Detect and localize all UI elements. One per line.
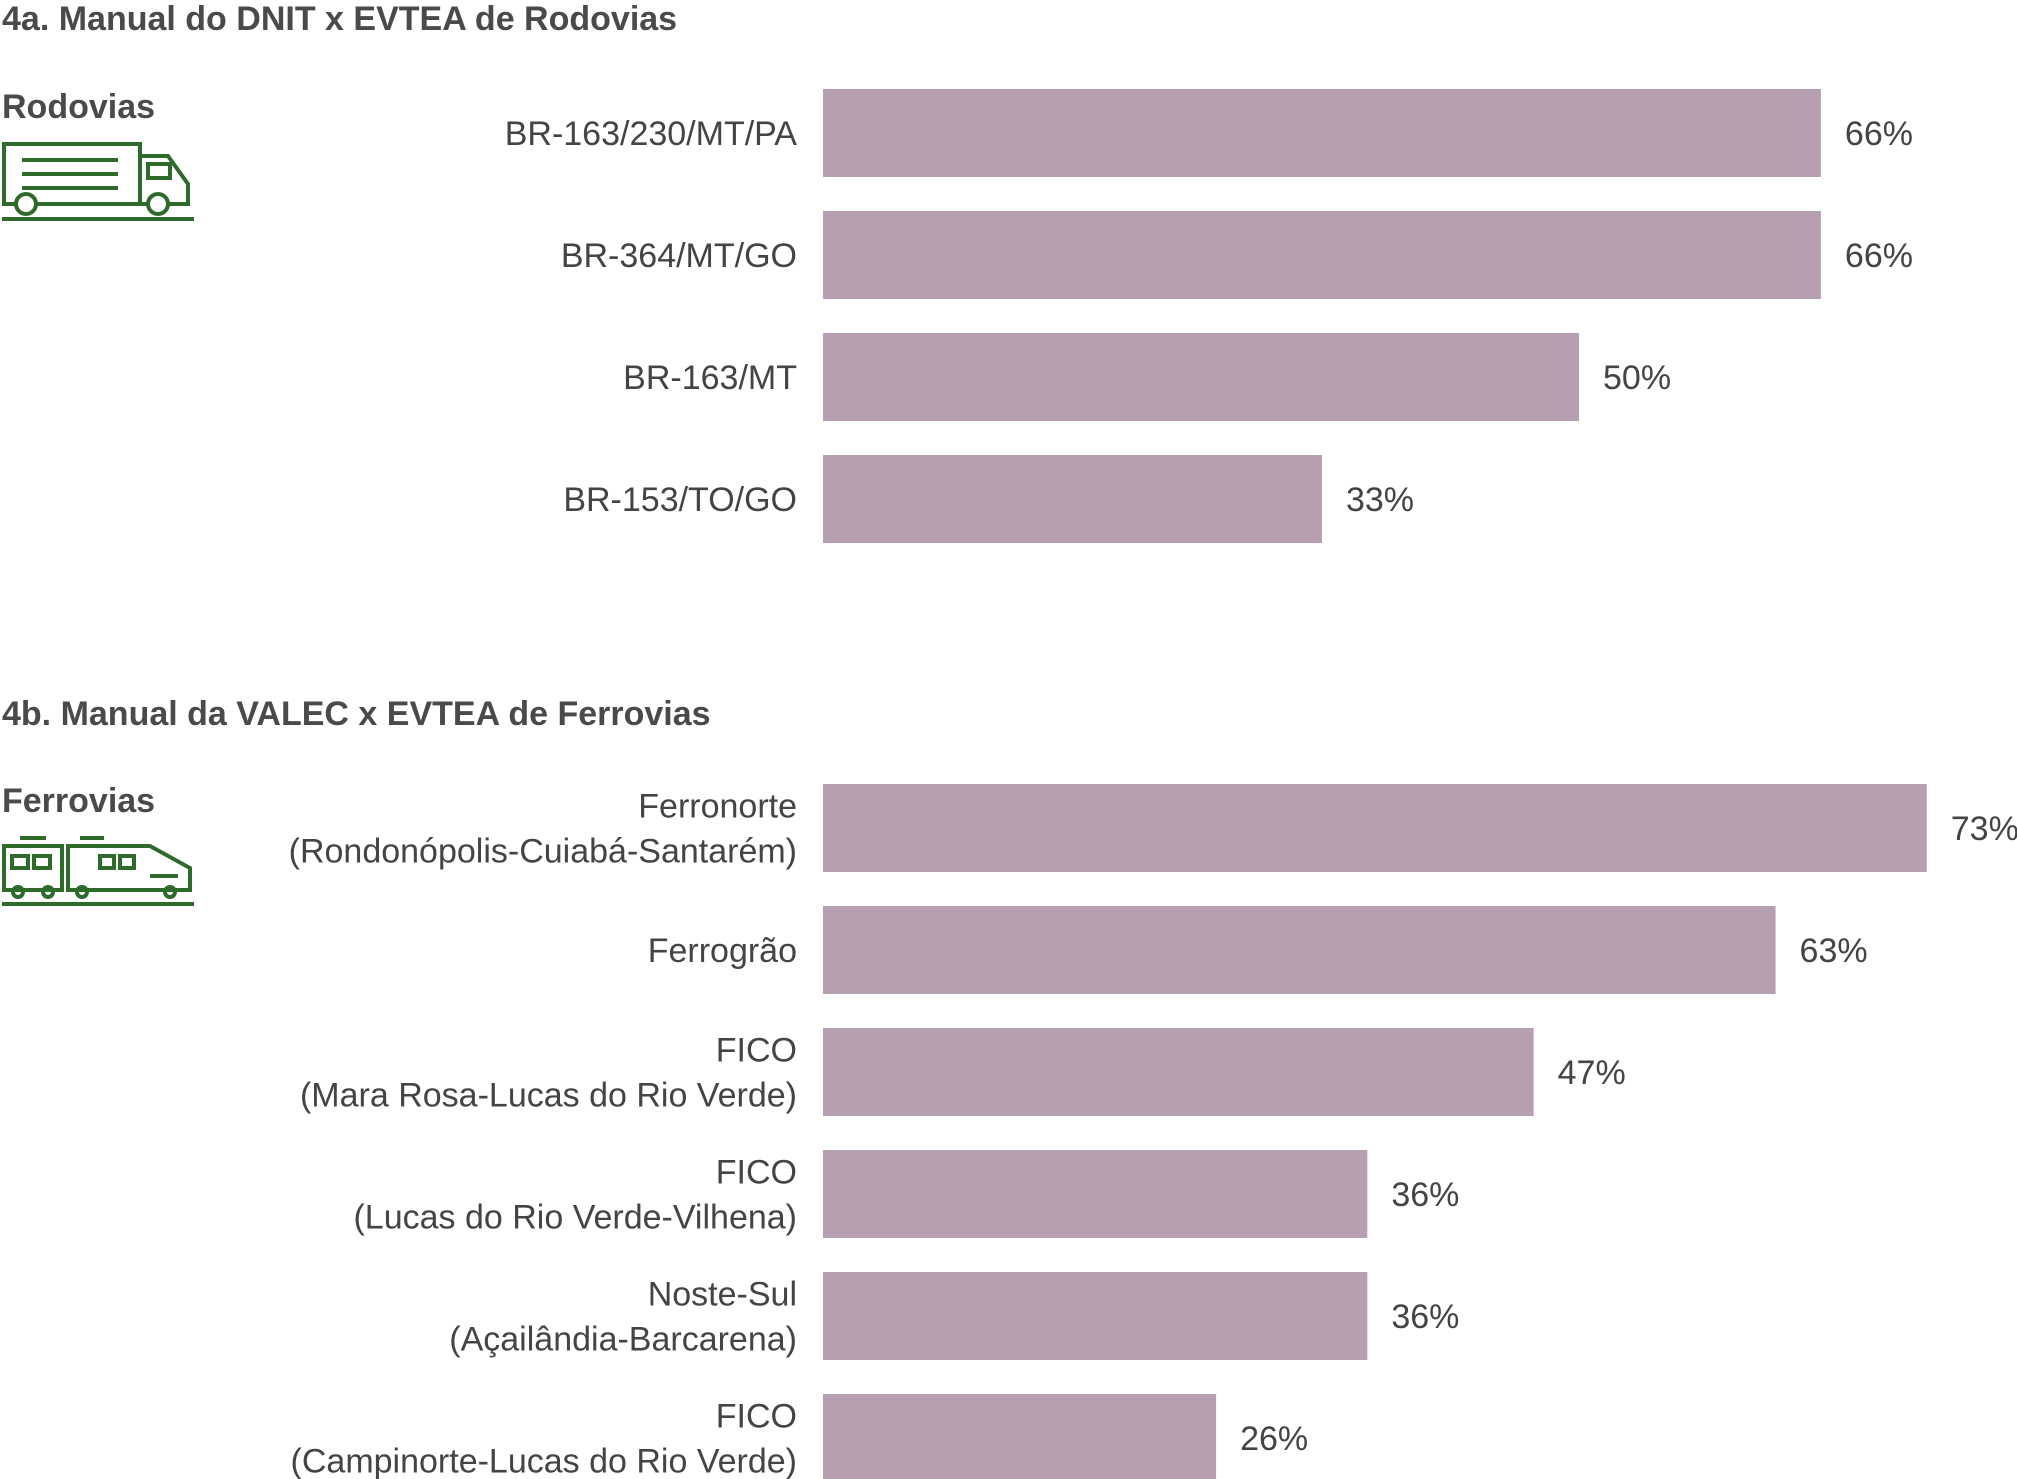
chart-title-ferrovias: 4b. Manual da VALEC x EVTEA de Ferrovias	[2, 695, 711, 733]
category-label: FICO	[716, 1154, 797, 1192]
bar	[823, 1394, 1217, 1479]
category-label: (Mara Rosa-Lucas do Rio Verde)	[300, 1077, 797, 1115]
bar	[823, 784, 1927, 872]
category-label: Ferrogrão	[648, 932, 797, 970]
category-label: FICO	[716, 1398, 797, 1436]
category-label: (Lucas do Rio Verde-Vilhena)	[353, 1199, 797, 1237]
value-label: 50%	[1603, 359, 1671, 397]
group-label-rodovias: Rodovias	[2, 88, 156, 126]
category-label: Ferronorte	[638, 788, 797, 826]
bar	[823, 455, 1322, 543]
chart-title-rodovias: 4a. Manual do DNIT x EVTEA de Rodovias	[2, 0, 678, 38]
bar	[823, 1272, 1368, 1360]
category-label: BR-163/230/MT/PA	[505, 115, 798, 153]
category-label: BR-153/TO/GO	[563, 481, 797, 519]
bar-chart-ferrovias: 73% Ferronorte (Rondonópolis-Cuiabá-Santar…	[289, 784, 2017, 1479]
bar	[823, 906, 1776, 994]
category-label: (Campinorte-Lucas do Rio Verde)	[291, 1443, 797, 1479]
bar	[823, 333, 1579, 421]
bar	[823, 1028, 1534, 1116]
bar	[823, 89, 1821, 177]
value-label: 33%	[1346, 481, 1414, 519]
value-label: 63%	[1800, 932, 1868, 970]
bar	[823, 211, 1821, 299]
value-label: 66%	[1845, 237, 1913, 275]
category-label: BR-163/MT	[623, 359, 797, 397]
category-label: FICO	[716, 1032, 797, 1070]
value-label: 36%	[1391, 1176, 1459, 1214]
bar-chart-rodovias: 66% BR-163/230/MT/PA 66% BR-364/MT/GO 50% BR-…	[505, 89, 1913, 543]
value-label: 47%	[1558, 1054, 1626, 1092]
value-label: 66%	[1845, 115, 1913, 153]
value-label: 36%	[1391, 1298, 1459, 1336]
bar	[823, 1150, 1368, 1238]
category-label: (Açailândia-Barcarena)	[449, 1321, 797, 1359]
value-label: 73%	[1951, 810, 2017, 848]
value-label: 26%	[1240, 1420, 1308, 1458]
category-label: (Rondonópolis-Cuiabá-Santarém)	[289, 833, 797, 871]
category-label: Noste-Sul	[648, 1276, 797, 1314]
group-label-ferrovias: Ferrovias	[2, 782, 156, 820]
truck-icon	[2, 142, 194, 221]
train-icon	[2, 836, 194, 906]
category-label: BR-364/MT/GO	[561, 237, 797, 275]
